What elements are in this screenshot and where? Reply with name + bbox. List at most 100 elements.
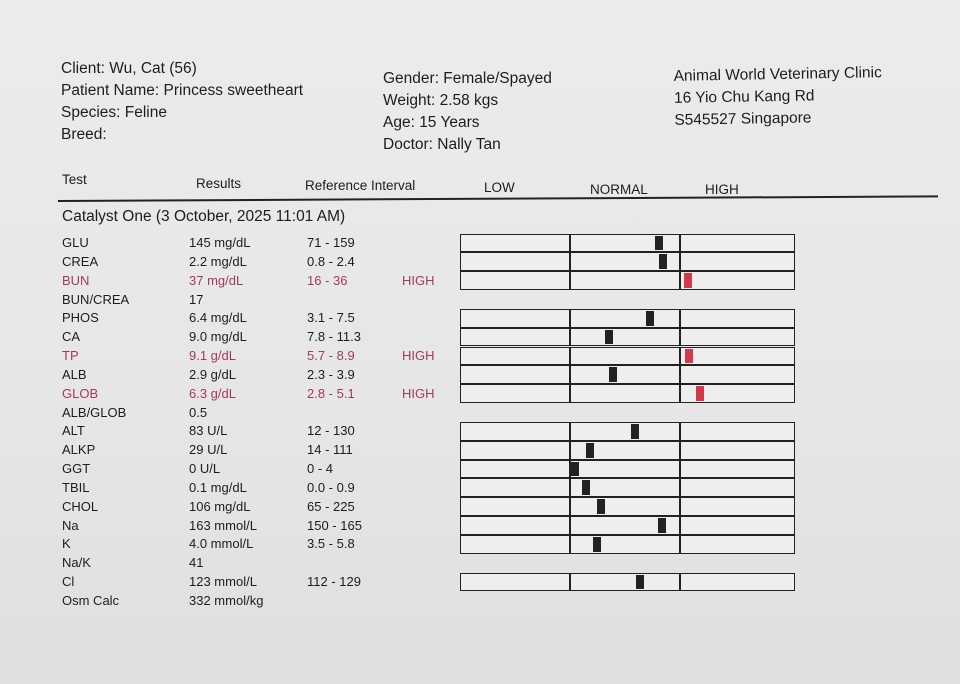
table-row: GGT 0 U/L 0 - 4 (0, 459, 960, 478)
test-name: PHOS (62, 310, 99, 326)
range-divider (569, 517, 571, 534)
table-row: CHOL 106 mg/dL 65 - 225 (0, 497, 960, 516)
test-name: CA (62, 329, 81, 345)
range-divider (679, 366, 681, 384)
reference-interval: 3.1 - 7.5 (307, 310, 355, 326)
flag: HIGH (402, 385, 435, 401)
range-divider (569, 234, 571, 252)
reference-interval: 71 - 159 (307, 235, 355, 250)
result-marker (658, 254, 667, 270)
result-value: 332 mmol/kg (189, 592, 264, 608)
result-marker (696, 386, 705, 402)
result-marker (684, 348, 693, 364)
section-title: Catalyst One (3 October, 2025 11:01 AM) (62, 208, 346, 225)
test-name: ALKP (62, 442, 96, 458)
reference-interval: 5.7 - 8.9 (307, 348, 355, 364)
range-divider (679, 479, 681, 497)
reference-interval: 150 - 165 (307, 517, 362, 533)
result-marker (571, 461, 579, 477)
range-divider (679, 535, 681, 553)
col-high: HIGH (705, 182, 739, 197)
range-bar (460, 271, 795, 290)
table-row: GLU 145 mg/dL 71 - 159 (0, 233, 960, 252)
patient-name: Patient Name: Princess sweetheart (61, 82, 304, 99)
range-divider (679, 573, 681, 591)
result-value: 37 mg/dL (189, 272, 244, 288)
result-value: 0.5 (189, 404, 208, 420)
range-divider (679, 328, 681, 346)
result-marker (592, 536, 601, 552)
result-value: 41 (189, 555, 204, 571)
range-divider (569, 479, 571, 497)
test-name: BUN/CREA (62, 291, 130, 307)
range-divider (679, 498, 681, 516)
col-results: Results (196, 176, 242, 191)
clinic-address-2: S545527 Singapore (674, 109, 812, 129)
table-row: Cl 123 mmol/L 112 - 129 (0, 572, 960, 591)
test-name: GGT (62, 461, 91, 477)
range-divider (679, 309, 681, 327)
range-divider (679, 460, 681, 478)
range-divider (569, 460, 571, 478)
weight: Weight: 2.58 kgs (383, 92, 499, 109)
range-divider (679, 272, 681, 289)
reference-interval: 3.5 - 5.8 (307, 536, 355, 552)
result-value: 123 mmol/L (189, 574, 257, 590)
table-row: Na 163 mmol/L 150 - 165 (0, 516, 960, 535)
header-divider (57, 195, 938, 202)
range-bar (460, 534, 795, 554)
result-value: 29 U/L (189, 442, 228, 458)
range-divider (679, 347, 681, 365)
test-name: CHOL (62, 498, 99, 514)
range-bar (460, 384, 795, 404)
table-row: GLOB 6.3 g/dL 2.8 - 5.1 HIGH (0, 384, 960, 403)
range-divider (679, 441, 681, 459)
test-name: CREA (62, 253, 99, 269)
reference-interval: 7.8 - 11.3 (307, 329, 361, 345)
range-divider (569, 535, 571, 553)
test-name: ALT (62, 423, 85, 439)
test-name: Osm Calc (62, 592, 120, 608)
result-value: 2.2 mg/dL (189, 253, 247, 269)
age: Age: 15 Years (383, 114, 480, 131)
result-value: 83 U/L (189, 423, 228, 439)
range-bar (460, 459, 795, 479)
result-marker (586, 442, 595, 458)
range-divider (679, 385, 681, 403)
range-divider (569, 347, 571, 365)
test-name: Cl (62, 574, 75, 590)
result-value: 0 U/L (189, 461, 221, 477)
range-bar (460, 308, 795, 328)
result-value: 9.0 mg/dL (189, 329, 247, 345)
range-bar (460, 516, 795, 535)
result-value: 106 mg/dL (189, 498, 251, 514)
table-row: BUN/CREA 17 (0, 290, 960, 309)
flag: HIGH (402, 272, 435, 288)
range-bar (460, 327, 795, 347)
test-name: GLOB (62, 385, 99, 401)
range-bar (460, 572, 795, 592)
gender: Gender: Female/Spayed (383, 70, 552, 87)
range-bar (460, 497, 795, 517)
table-row: TP 9.1 g/dL 5.7 - 8.9 HIGH (0, 346, 960, 365)
table-row: CREA 2.2 mg/dL 0.8 - 2.4 (0, 252, 960, 271)
range-divider (569, 366, 571, 384)
result-value: 4.0 mmol/L (189, 536, 254, 552)
range-divider (569, 253, 571, 271)
table-row: ALB 2.9 g/dL 2.3 - 3.9 (0, 365, 960, 384)
breed: Breed: (61, 126, 107, 143)
patient-info: Client: Wu, Cat (56) Patient Name: Princ… (61, 58, 303, 146)
range-bar (460, 365, 795, 385)
test-name: Na (62, 517, 79, 533)
table-row: ALKP 29 U/L 14 - 111 (0, 440, 960, 459)
clinic-name: Animal World Veterinary Clinic (673, 64, 882, 85)
range-bar (460, 478, 795, 498)
result-value: 6.3 g/dL (189, 385, 236, 401)
reference-interval: 2.3 - 3.9 (307, 366, 355, 382)
result-marker (631, 423, 640, 439)
reference-interval: 65 - 225 (307, 498, 355, 514)
col-low: LOW (484, 180, 515, 195)
range-divider (569, 498, 571, 516)
table-row: PHOS 6.4 mg/dL 3.1 - 7.5 (0, 308, 960, 327)
reference-interval: 0.8 - 2.4 (307, 253, 355, 269)
